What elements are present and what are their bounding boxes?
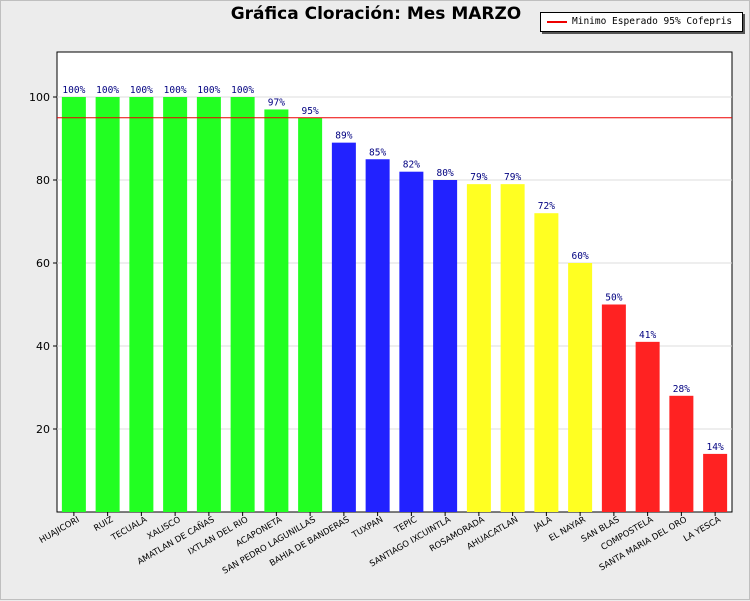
bar [365,159,390,512]
category-label: TECUALA [109,515,149,544]
category-label: TUXPAN [350,515,385,541]
value-label: 41% [639,330,656,341]
bar [500,184,525,512]
value-label: 97% [268,97,285,108]
bar [95,97,120,512]
bar [534,213,559,512]
value-label: 79% [504,172,521,183]
bar [635,341,660,512]
category-label: JALA [532,515,554,534]
value-label: 72% [538,201,555,212]
value-label: 100% [231,85,254,96]
bar [601,304,626,512]
category-label: RUIZ [92,515,115,534]
plot-area [56,51,733,513]
category-label: LA YESCA [682,515,723,544]
value-label: 50% [605,293,622,304]
value-label: 80% [437,168,454,179]
value-label: 95% [302,106,319,117]
value-label: 79% [470,172,487,183]
bar [466,184,491,512]
bar [669,395,694,512]
bar [568,263,593,512]
y-tick-label: 40 [36,340,50,353]
bar [61,97,86,512]
value-label: 14% [707,442,724,453]
chart-title: Gráfica Cloración: Mes MARZO [230,4,522,24]
value-label: 100% [96,85,119,96]
bar [230,97,255,512]
bar [163,97,188,512]
value-label: 60% [572,251,589,262]
value-label: 100% [62,85,85,96]
value-label: 28% [673,384,690,395]
y-tick-label: 80 [36,174,50,187]
legend-label: Minimo Esperado 95% Cofepris [572,16,733,27]
bar [129,97,154,512]
value-label: 85% [369,147,386,158]
category-label: HUAJICORI [38,515,82,546]
bar [703,453,728,512]
value-label: 100% [130,85,153,96]
legend-swatch [547,21,567,23]
value-label: 100% [164,85,187,96]
value-label: 100% [197,85,220,96]
value-label: 89% [335,131,352,142]
bar [399,171,424,512]
bar [331,142,356,512]
y-tick-label: 100 [29,91,50,104]
bar [433,180,458,512]
y-tick-label: 20 [36,423,50,436]
chart-legend: Minimo Esperado 95% Cofepris [540,12,743,32]
bar [196,97,221,512]
value-label: 82% [403,160,420,171]
bar [298,117,323,512]
y-tick-label: 60 [36,257,50,270]
bar [264,109,289,512]
